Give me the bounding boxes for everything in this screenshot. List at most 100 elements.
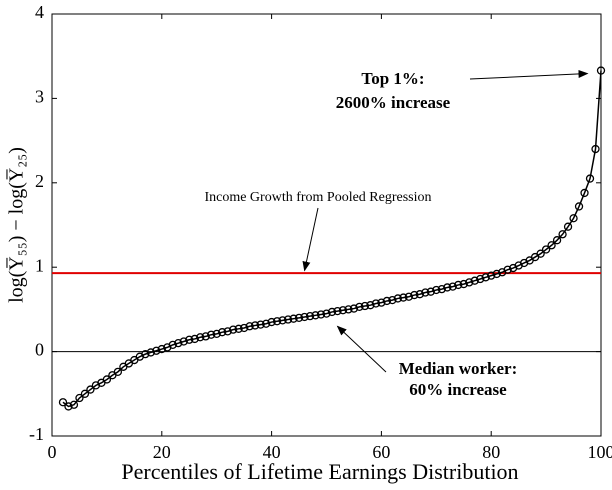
data-point <box>344 305 353 314</box>
data-point <box>536 249 545 258</box>
data-point <box>481 273 490 282</box>
x-tick-label: 20 <box>153 442 171 462</box>
data-point <box>399 293 408 302</box>
data-point <box>349 304 359 313</box>
data-point <box>437 284 446 294</box>
data-point <box>64 402 73 411</box>
data-point <box>547 241 556 250</box>
data-point <box>558 230 567 239</box>
x-tick-label: 80 <box>482 442 500 462</box>
data-point <box>223 327 232 336</box>
data-point <box>574 202 584 211</box>
x-tick-label: 0 <box>48 442 57 462</box>
data-point <box>278 316 287 325</box>
x-tick-label: 60 <box>372 442 390 462</box>
y-tick-label: 2 <box>35 171 44 191</box>
data-point <box>102 375 112 384</box>
data-point <box>305 312 315 321</box>
data-point <box>152 346 161 355</box>
data-point <box>322 309 331 318</box>
data-point <box>218 328 227 337</box>
data-point <box>300 312 309 322</box>
data-point <box>432 285 441 295</box>
data-point <box>415 290 424 299</box>
data-point <box>580 188 589 198</box>
data-point <box>355 302 364 312</box>
data-point <box>476 274 485 284</box>
data-point <box>294 313 304 322</box>
data-point <box>229 325 238 334</box>
data-point <box>443 283 452 292</box>
data-point <box>366 301 375 310</box>
data-point <box>146 348 155 357</box>
data-point <box>377 298 386 307</box>
data-point <box>245 322 254 331</box>
data-point <box>289 314 298 323</box>
data-point <box>410 290 419 300</box>
data-point <box>311 311 320 320</box>
data-point <box>69 400 79 409</box>
annotation: 60% increase <box>409 380 507 399</box>
annotation: Top 1%: <box>361 69 424 88</box>
data-point <box>393 294 403 303</box>
data-point <box>591 144 600 154</box>
data-point <box>492 269 501 279</box>
data-point <box>371 299 381 308</box>
data-point <box>552 236 562 245</box>
data-point <box>201 332 210 341</box>
data-point <box>563 222 573 231</box>
data-point <box>569 214 578 223</box>
data-point <box>207 330 216 339</box>
data-point <box>404 292 414 301</box>
y-tick-label: 3 <box>35 87 44 107</box>
data-point <box>80 389 90 398</box>
data-point <box>256 320 265 329</box>
data-point <box>113 367 123 377</box>
x-axis-label: Percentiles of Lifetime Earnings Distrib… <box>121 459 518 484</box>
plot-frame <box>51 13 602 437</box>
x-tick-label: 100 <box>588 442 612 462</box>
data-point <box>272 317 282 326</box>
y-tick-label: 1 <box>35 255 44 275</box>
data-point <box>267 317 276 327</box>
data-point <box>234 324 243 333</box>
data-point <box>75 393 84 403</box>
data-point <box>316 310 326 319</box>
data-point <box>168 340 177 349</box>
data-point <box>454 280 463 290</box>
data-point <box>174 339 183 348</box>
data-point <box>503 265 512 274</box>
annotation: Median worker: <box>399 359 518 378</box>
data-point <box>190 334 199 344</box>
data-point <box>470 276 479 285</box>
data-point <box>596 66 606 75</box>
data-point <box>327 307 337 317</box>
data-point <box>196 333 205 342</box>
data-point <box>487 271 496 280</box>
annotation: 2600% increase <box>336 93 451 112</box>
y-tick-label: -1 <box>29 424 44 444</box>
data-point <box>421 288 430 297</box>
data-point <box>58 398 68 407</box>
data-point <box>465 278 474 287</box>
data-point <box>239 323 249 333</box>
data-point <box>212 329 221 339</box>
data-point <box>459 279 468 289</box>
data-point <box>283 315 293 324</box>
data-point <box>86 385 95 394</box>
data-point <box>141 349 150 359</box>
data-point <box>382 296 392 306</box>
data-point <box>261 319 271 328</box>
data-point <box>360 301 370 311</box>
x-tick-label: 40 <box>263 442 281 462</box>
data-point <box>541 245 551 254</box>
data-point <box>250 321 260 330</box>
data-point <box>157 344 166 354</box>
annotation: Income Growth from Pooled Regression <box>204 190 431 205</box>
data-point <box>185 335 194 344</box>
data-point <box>333 306 342 316</box>
y-tick-label: 0 <box>35 340 44 360</box>
y-tick-label: 4 <box>35 2 44 22</box>
data-point <box>388 295 397 305</box>
